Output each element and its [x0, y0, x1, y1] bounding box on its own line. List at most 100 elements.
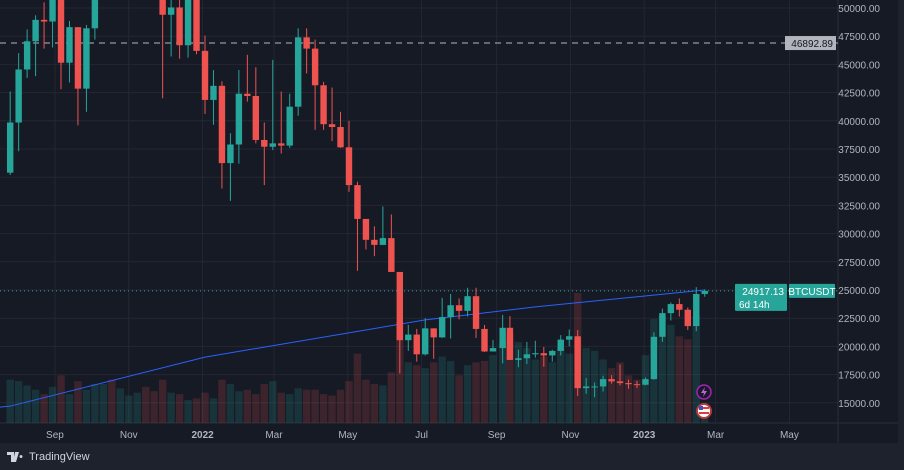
- candle-body: [599, 379, 607, 387]
- candle: [489, 339, 497, 352]
- candle-body: [455, 305, 463, 311]
- candle-body: [286, 106, 293, 146]
- candle-body: [362, 218, 370, 240]
- candle-body: [438, 317, 446, 338]
- volume-bar: [243, 389, 252, 423]
- candle-body: [405, 334, 412, 341]
- volume-bar: [184, 399, 192, 423]
- volume-bar: [6, 379, 14, 423]
- candle-body: [294, 37, 302, 107]
- candle: [227, 133, 234, 201]
- flag-canton: [699, 406, 703, 410]
- candle: [506, 315, 514, 360]
- candle: [464, 287, 471, 317]
- volume-bar: [362, 379, 370, 423]
- candle-body: [337, 127, 344, 148]
- volume-bar: [65, 394, 74, 423]
- candle: [74, 27, 82, 126]
- volume-bar: [498, 342, 507, 423]
- y-tick-label: 25000.00: [838, 286, 880, 297]
- candle: [455, 298, 463, 320]
- candle: [659, 308, 666, 342]
- candle-body: [481, 328, 488, 352]
- volume-bar: [624, 375, 633, 423]
- volume-bar: [252, 394, 260, 423]
- price-chart[interactable]: 50000.00 47500.00 45000.00 42500.00 40000.00…: [0, 0, 898, 443]
- flag-stripe: [699, 407, 709, 409]
- y-tick-label: 17500.00: [838, 371, 880, 382]
- volume-bar: [133, 392, 141, 423]
- candle-body: [574, 336, 581, 389]
- candle: [311, 39, 319, 130]
- volume-bar: [175, 394, 184, 423]
- candle: [574, 330, 581, 397]
- horizontal-line-label: 46892.89: [791, 39, 833, 50]
- volume-bar: [404, 362, 412, 423]
- candle-body: [396, 271, 404, 341]
- candle-body: [91, 0, 99, 29]
- candle: [633, 380, 641, 389]
- volume-bar: [294, 388, 302, 423]
- y-tick-label: 45000.00: [838, 60, 880, 71]
- candle-body: [532, 353, 539, 355]
- candle-body: [591, 386, 598, 388]
- candle: [320, 81, 327, 130]
- candle-body: [582, 386, 590, 389]
- volume-bar: [463, 365, 472, 423]
- last-price-label-bg: [735, 283, 787, 311]
- volume-bar: [125, 395, 133, 423]
- candle-body: [66, 27, 73, 63]
- candle: [693, 287, 700, 332]
- us-flag-icon[interactable]: [696, 403, 712, 419]
- candle: [388, 214, 395, 272]
- candle: [337, 111, 344, 148]
- candle: [625, 379, 632, 389]
- y-tick-label: 42500.00: [838, 89, 880, 100]
- candle-body: [167, 7, 175, 15]
- candle: [616, 364, 624, 386]
- candle-body: [616, 381, 624, 384]
- volume-bar: [455, 375, 463, 423]
- y-tick-label: 20000.00: [838, 342, 880, 353]
- volume-bar: [23, 385, 31, 423]
- tradingview-logo[interactable]: TradingView: [7, 451, 90, 463]
- brand-name: TradingView: [29, 451, 90, 463]
- lightning-icon-glyph: [701, 387, 707, 397]
- x-tick-label: Sep: [46, 430, 64, 441]
- candle: [599, 375, 607, 392]
- candle-body: [32, 19, 39, 42]
- candle: [515, 349, 522, 368]
- candle-body: [633, 384, 641, 386]
- candle: [235, 70, 243, 164]
- x-tick-label: May: [338, 430, 357, 441]
- volume-bar: [158, 379, 167, 423]
- candle: [57, 0, 65, 90]
- volume-bar: [260, 384, 268, 423]
- candle-body: [413, 334, 420, 355]
- volume-bar: [446, 360, 455, 423]
- volume-bar: [336, 389, 345, 423]
- candle-body: [549, 350, 556, 356]
- y-tick-label: 37500.00: [838, 145, 880, 156]
- volume-bar: [14, 381, 23, 423]
- x-tick-label: Sep: [488, 430, 506, 441]
- candle-body: [354, 185, 361, 219]
- candle: [642, 377, 649, 386]
- volume-bar: [201, 392, 209, 423]
- candle: [176, 0, 183, 59]
- candle: [667, 302, 675, 321]
- chart-canvas[interactable]: 50000.00 47500.00 45000.00 42500.00 40000.00…: [0, 0, 898, 443]
- lightning-icon[interactable]: [696, 384, 712, 400]
- candle-body: [447, 305, 454, 318]
- x-tick-label: 2023: [633, 430, 656, 441]
- volume-bar: [429, 362, 438, 423]
- volume-bar: [328, 395, 336, 423]
- candle: [32, 15, 39, 77]
- volume-bar: [40, 394, 48, 423]
- candle-body: [701, 290, 708, 294]
- candle: [201, 35, 209, 115]
- candle-body: [676, 304, 683, 310]
- candle: [472, 287, 480, 338]
- candle: [422, 318, 429, 356]
- candle-body: [193, 0, 200, 51]
